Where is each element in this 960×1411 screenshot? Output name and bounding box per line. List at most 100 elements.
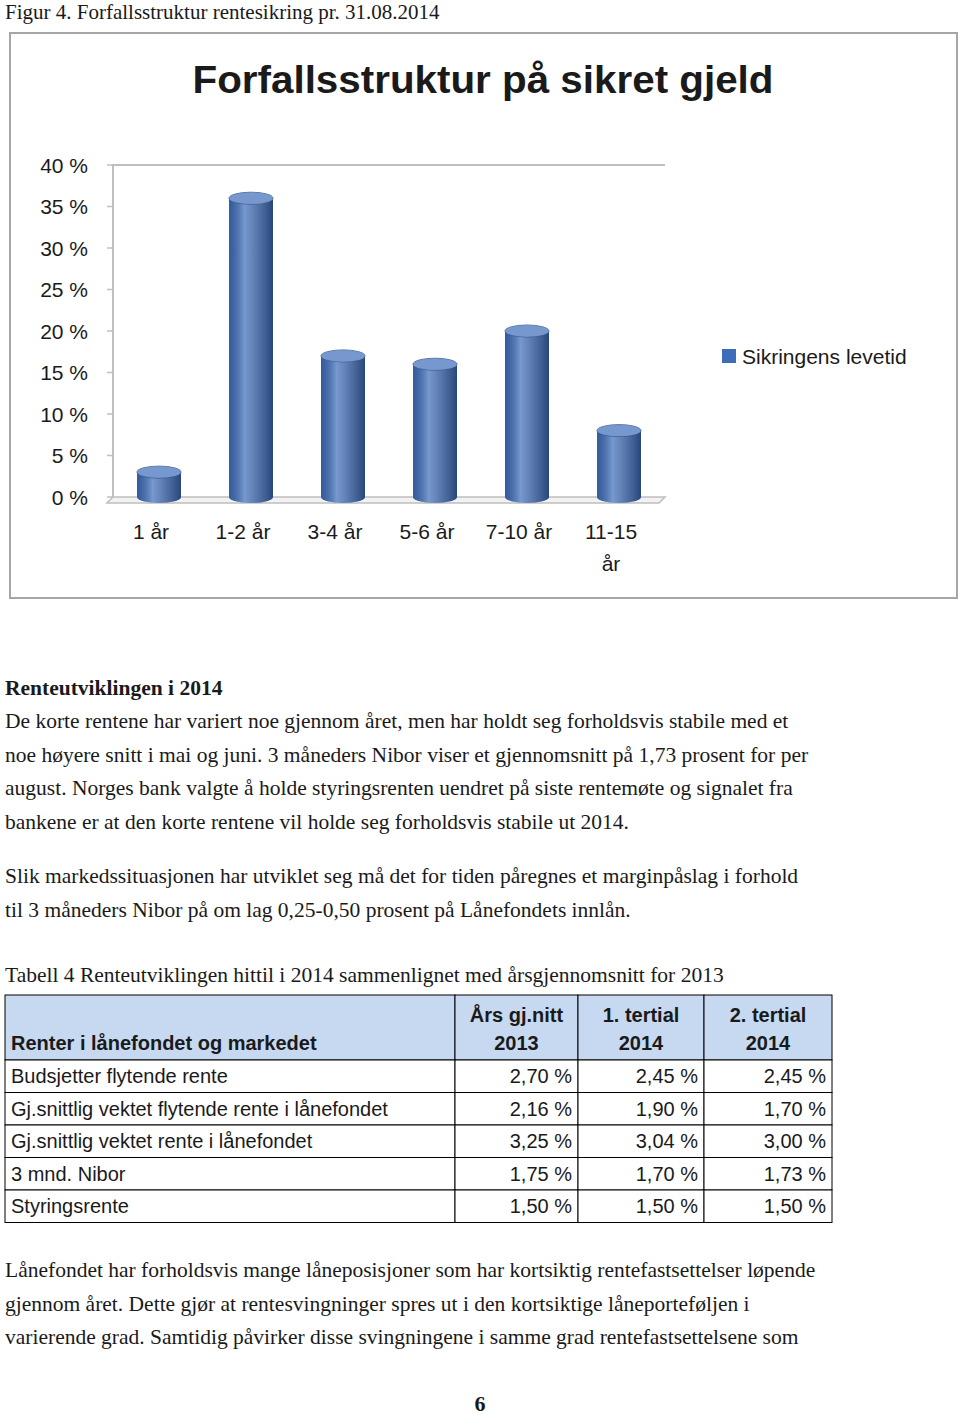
cell-text: 2,16 % <box>510 1098 572 1120</box>
paragraph-line: noe høyere snitt i mai og juni. 3 månede… <box>5 743 808 767</box>
cell-text: 1,70 % <box>764 1098 826 1120</box>
cell-text: Gj.snittlig vektet flytende rente i låne… <box>11 1098 388 1120</box>
paragraph-line: august. Norges bank valgte å holde styri… <box>5 776 793 800</box>
y-tick <box>107 496 113 498</box>
table-cell <box>5 1190 455 1223</box>
header-cell <box>704 995 832 1060</box>
bar <box>321 350 365 503</box>
table-cell <box>455 1060 578 1093</box>
table-cell <box>578 1190 704 1223</box>
header-text: 2013 <box>494 1032 539 1054</box>
x-tick-label: 7-10 år <box>486 520 553 543</box>
paragraph-line: gjennom året. Dette gjør at rentesvingni… <box>5 1292 750 1316</box>
cell-text: 2,45 % <box>764 1065 826 1087</box>
figure-caption: Figur 4. Forfallsstruktur rentesikring p… <box>5 0 440 24</box>
header-text: Års gj.nitt <box>470 1003 564 1026</box>
section-heading: Renteutviklingen i 2014 <box>5 676 223 700</box>
x-tick-label-line: 11-15 <box>585 520 637 543</box>
paragraph-line: De korte rentene har variert noe gjennom… <box>5 709 788 733</box>
table-cell <box>578 1125 704 1158</box>
legend-swatch <box>722 349 736 363</box>
paragraph-line: Slik markedssituasjonen har utviklet seg… <box>5 864 798 888</box>
y-tick-label: 30 % <box>40 237 88 260</box>
bar-shading <box>229 198 273 503</box>
y-tick-label: 40 % <box>40 154 88 177</box>
cell-text: 2,45 % <box>636 1065 698 1087</box>
bar-top-highlight <box>137 466 181 478</box>
y-tick <box>107 413 113 415</box>
paragraph-line: bankene er at den korte rentene vil hold… <box>5 810 629 834</box>
header-cell <box>578 995 704 1060</box>
bars <box>137 192 641 503</box>
bar-top <box>229 192 273 204</box>
chart-title: Forfallsstruktur på sikret gjeld <box>193 59 774 101</box>
x-tick-label: 3-4 år <box>308 520 363 543</box>
bar <box>229 192 273 503</box>
x-tick-label: 11-15 år <box>585 520 637 575</box>
bar-shading <box>597 431 641 503</box>
header-text: 2. tertial <box>730 1004 807 1026</box>
bar-top <box>505 325 549 337</box>
bar-shading <box>505 331 549 503</box>
x-tick-label: 5-6 år <box>400 520 455 543</box>
cell-text: 1,73 % <box>764 1163 826 1185</box>
page-number: 6 <box>475 1391 486 1411</box>
paragraph-line: varierende grad. Samtidig påvirker disse… <box>5 1325 799 1349</box>
bar-top <box>321 350 365 362</box>
header-cell <box>455 995 578 1060</box>
cell-text: 3,04 % <box>636 1130 698 1152</box>
y-tick <box>107 289 113 291</box>
y-tick-label: 35 % <box>40 195 88 218</box>
cell-text: Budsjetter flytende rente <box>11 1065 228 1087</box>
bar <box>137 466 181 503</box>
chart-frame <box>10 33 957 598</box>
page: Figur 4. Forfallsstruktur rentesikring p… <box>0 0 960 1411</box>
cell-text: 3,25 % <box>510 1130 572 1152</box>
bar-body <box>321 356 365 503</box>
table-cell <box>704 1125 832 1158</box>
table-cell <box>704 1093 832 1126</box>
bar <box>597 425 641 503</box>
y-tick <box>107 330 113 332</box>
y-tick-label: 10 % <box>40 403 88 426</box>
bar <box>505 325 549 503</box>
table-cell <box>578 1093 704 1126</box>
x-tick-label-line: år <box>602 552 621 575</box>
cell-text: 1,50 % <box>636 1195 698 1217</box>
bar-shading <box>321 356 365 503</box>
header-text: 1. tertial <box>603 1004 680 1026</box>
table-cell <box>455 1125 578 1158</box>
y-tick-label: 5 % <box>52 444 88 467</box>
table-cell <box>578 1060 704 1093</box>
x-tick-label: 1 år <box>133 520 169 543</box>
y-tick <box>107 247 113 249</box>
table-cell <box>455 1093 578 1126</box>
bar-top <box>413 358 457 370</box>
table-cell <box>704 1060 832 1093</box>
bar-top-highlight <box>413 358 457 370</box>
y-tick <box>107 206 113 208</box>
cell-text: 1,50 % <box>764 1195 826 1217</box>
table-cell <box>578 1158 704 1191</box>
bar-top-highlight <box>597 425 641 437</box>
bar-body <box>597 431 641 503</box>
cell-text: 1,90 % <box>636 1098 698 1120</box>
table-cell <box>455 1158 578 1191</box>
cell-text: 3 mnd. Nibor <box>11 1163 126 1185</box>
table-cell <box>5 1060 455 1093</box>
table-cell <box>5 1158 455 1191</box>
table-cell <box>5 1125 455 1158</box>
cell-text: 1,70 % <box>636 1163 698 1185</box>
table-cell <box>455 1190 578 1223</box>
y-tick-label: 0 % <box>52 486 88 509</box>
bar-body <box>505 331 549 503</box>
cell-text: 2,70 % <box>510 1065 572 1087</box>
bar-top-highlight <box>321 350 365 362</box>
y-tick <box>107 455 113 457</box>
y-tick-label: 15 % <box>40 361 88 384</box>
bar-top <box>137 466 181 478</box>
table-cell <box>704 1158 832 1191</box>
legend-label: Sikringens levetid <box>742 345 907 368</box>
bar-body <box>229 198 273 503</box>
paragraph-line: til 3 måneders Nibor på om lag 0,25-0,50… <box>5 898 631 922</box>
